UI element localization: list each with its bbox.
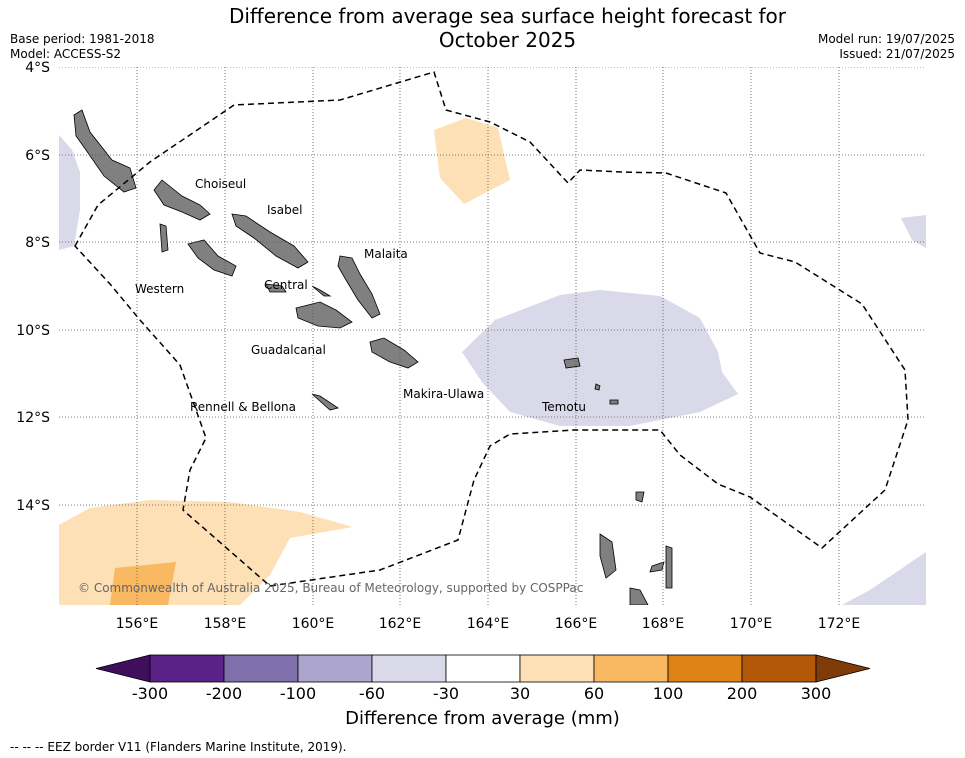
lat-label: 4°S xyxy=(25,60,50,76)
colorbar-tick-label: 100 xyxy=(653,684,684,703)
map-title-line-1: Difference from average sea surface heig… xyxy=(228,4,787,28)
lon-label: 162°E xyxy=(379,616,422,632)
anomaly-patch-positive-60-100-southwest xyxy=(110,562,176,605)
region-label-temotu: Temotu xyxy=(541,400,586,414)
anomaly-patch-positive-30-60-north xyxy=(434,118,510,204)
colorbar-segment xyxy=(297,654,373,683)
colorbar-tick-label: -200 xyxy=(206,684,242,703)
colorbar-extend-high xyxy=(815,654,871,683)
region-label-guadalcanal: Guadalcanal xyxy=(251,343,326,357)
copyright-text: © Commonwealth of Australia 2025, Bureau… xyxy=(78,581,583,595)
colorbar-tick-label: -60 xyxy=(359,684,385,703)
colorbar-tick-label: 30 xyxy=(510,684,530,703)
lon-label: 166°E xyxy=(555,616,598,632)
eez-border-solomon xyxy=(74,71,909,587)
colorbar-tick-label: -100 xyxy=(280,684,316,703)
lon-label: 168°E xyxy=(642,616,685,632)
colorbar-segment xyxy=(223,654,299,683)
colorbar-extend-low xyxy=(95,654,151,683)
land-masses xyxy=(73,109,673,605)
colorbar-tick-label: -300 xyxy=(132,684,168,703)
eez-legend-note: -- -- -- EEZ border V11 (Flanders Marine… xyxy=(10,740,347,754)
colorbar-tick-label: 300 xyxy=(801,684,832,703)
region-label-choiseul: Choiseul xyxy=(195,177,246,191)
colorbar-tick-label: 60 xyxy=(584,684,604,703)
base-period: Base period: 1981-2018 xyxy=(10,32,155,46)
colorbar-title: Difference from average (mm) xyxy=(345,708,620,729)
lat-label: 12°S xyxy=(16,410,50,426)
lat-label: 6°S xyxy=(25,148,50,164)
colorbar-segment xyxy=(149,654,225,683)
map-title-line-2: October 2025 xyxy=(438,28,577,52)
colorbar-tick-label: -30 xyxy=(433,684,459,703)
anomaly-patch-negative-30-60-east xyxy=(901,215,926,248)
anomaly-patch-negative-30-60-southeast xyxy=(842,552,926,605)
lat-label: 10°S xyxy=(16,323,50,339)
colorbar-tick-labels: -300 -200 -100 -60 -30 30 60 100 200 300 xyxy=(132,684,831,703)
region-label-western: Western xyxy=(135,282,184,296)
lon-label: 164°E xyxy=(467,616,510,632)
lon-label: 158°E xyxy=(204,616,247,632)
colorbar xyxy=(95,654,871,683)
anomaly-patch-negative-30-60-central xyxy=(462,290,738,426)
colorbar-segment xyxy=(667,654,743,683)
colorbar-segment xyxy=(371,654,447,683)
region-label-isabel: Isabel xyxy=(267,203,302,217)
model-run-date: Model run: 19/07/2025 xyxy=(817,32,955,46)
region-label-malaita: Malaita xyxy=(364,247,408,261)
lon-label: 156°E xyxy=(116,616,159,632)
lat-label: 14°S xyxy=(16,498,50,514)
region-label-central: Central xyxy=(264,278,308,292)
region-label-rennell-bellona: Rennell & Bellona xyxy=(190,400,296,414)
lon-label: 170°E xyxy=(730,616,773,632)
lon-label: 160°E xyxy=(292,616,335,632)
region-label-makira-ulawa: Makira-Ulawa xyxy=(403,387,484,401)
model-name: Model: ACCESS-S2 xyxy=(10,47,122,61)
colorbar-tick-label: 200 xyxy=(727,684,758,703)
lon-label: 172°E xyxy=(818,616,861,632)
lat-label: 8°S xyxy=(25,235,50,251)
colorbar-segment xyxy=(593,654,669,683)
colorbar-segment xyxy=(519,654,595,683)
graticule xyxy=(59,67,926,605)
colorbar-segment xyxy=(445,654,521,683)
anomaly-patch-negative-30-60-west xyxy=(59,135,80,250)
issued-date: Issued: 21/07/2025 xyxy=(839,47,955,61)
colorbar-segment xyxy=(741,654,817,683)
